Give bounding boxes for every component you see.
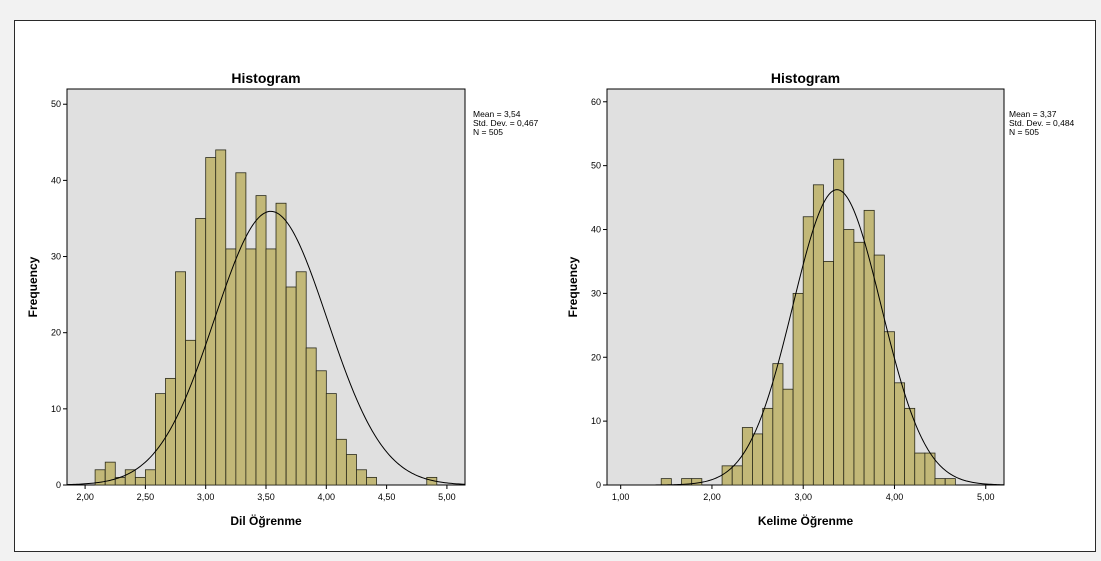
bar [792, 292, 804, 486]
bar [346, 454, 357, 486]
stat-mean: Mean = 3,54 [473, 109, 521, 119]
bar [245, 248, 257, 486]
y-tick-label: 20 [51, 328, 61, 338]
bar [782, 388, 794, 486]
bar [305, 347, 317, 486]
bar [124, 469, 136, 486]
bar [225, 248, 237, 486]
bar [833, 158, 845, 486]
stat-n: N = 505 [473, 127, 503, 137]
y-tick-label: 40 [591, 225, 601, 235]
bar [165, 377, 176, 486]
bar [275, 202, 287, 486]
bar [873, 254, 885, 486]
bar [356, 469, 367, 486]
output-frame: 0 10 20 30 40 50 2,00 2,50 3,00 3,50 4,00 4,50 5,00 H… [14, 20, 1096, 552]
y-axis-label: Frequency [26, 256, 40, 317]
y-tick-label: 20 [591, 352, 601, 362]
y-tick-label: 0 [596, 480, 601, 490]
x-tick-label: 3,50 [257, 492, 275, 502]
bar [731, 465, 743, 486]
x-tick-label: 3,00 [197, 492, 215, 502]
chart-title: Histogram [231, 70, 300, 86]
bar [883, 331, 895, 486]
y-tick-label: 60 [591, 97, 601, 107]
y-tick-label: 10 [591, 416, 601, 426]
x-tick-label: 4,50 [378, 492, 396, 502]
bar [285, 286, 297, 486]
x-tick-label: 3,00 [794, 492, 812, 502]
bar [944, 478, 956, 486]
bar [315, 370, 327, 486]
bar [104, 461, 116, 486]
y-axis-label: Frequency [566, 256, 580, 317]
bar [255, 195, 267, 486]
bar [235, 172, 247, 486]
bar [325, 393, 337, 486]
bar [843, 229, 855, 486]
bar [335, 438, 347, 486]
stat-std-dev: Std. Dev. = 0,467 [473, 118, 539, 128]
bar [914, 452, 926, 486]
histogram-2: 0 10 20 30 40 50 60 1,00 2,00 3,00 4,00 5,00 Histogr… [566, 70, 1075, 528]
y-tick-label: 30 [51, 252, 61, 262]
x-tick-label: 4,00 [318, 492, 336, 502]
x-tick-label: 4,00 [886, 492, 904, 502]
y-tick-label: 30 [591, 288, 601, 298]
chart-title: Histogram [771, 70, 840, 86]
x-tick-label: 5,00 [438, 492, 456, 502]
bar [812, 184, 824, 486]
bar [762, 407, 774, 486]
y-tick-label: 50 [51, 99, 61, 109]
bar [691, 478, 703, 486]
y-tick-label: 10 [51, 404, 61, 414]
bar [134, 476, 146, 486]
normal-curve [66, 210, 466, 486]
stat-mean: Mean = 3,37 [1009, 109, 1057, 119]
bar [215, 149, 227, 486]
bar [934, 478, 946, 486]
x-axis-label: Dil Öğrenme [230, 513, 302, 528]
normal-curve [607, 189, 1005, 486]
y-tick-label: 0 [56, 480, 61, 490]
y-tick-label: 50 [591, 161, 601, 171]
bar [175, 271, 186, 486]
bar [295, 271, 307, 486]
bar [752, 433, 764, 486]
bar [904, 407, 916, 486]
bar [863, 209, 875, 486]
bar [195, 218, 207, 486]
histogram-1: 0 10 20 30 40 50 2,00 2,50 3,00 3,50 4,00 4,50 5,00 H… [26, 70, 539, 528]
x-tick-label: 5,00 [977, 492, 995, 502]
bar [366, 476, 377, 486]
stat-std-dev: Std. Dev. = 0,484 [1009, 118, 1075, 128]
histograms-svg: 0 10 20 30 40 50 2,00 2,50 3,00 3,50 4,00 4,50 5,00 H… [26, 70, 1075, 528]
y-tick-label: 40 [51, 175, 61, 185]
stat-n: N = 505 [1009, 127, 1039, 137]
bar [823, 261, 835, 486]
bar [144, 469, 156, 486]
x-tick-label: 2,00 [76, 492, 94, 502]
bar [741, 427, 753, 486]
x-tick-label: 1,00 [612, 492, 630, 502]
bar [185, 339, 197, 486]
x-tick-label: 2,00 [703, 492, 721, 502]
x-tick-label: 2,50 [137, 492, 155, 502]
bar [894, 382, 906, 486]
bar [772, 363, 784, 486]
bar [265, 248, 277, 486]
bar [660, 478, 672, 486]
bar [853, 241, 865, 486]
x-axis-label: Kelime Öğrenme [758, 513, 854, 528]
